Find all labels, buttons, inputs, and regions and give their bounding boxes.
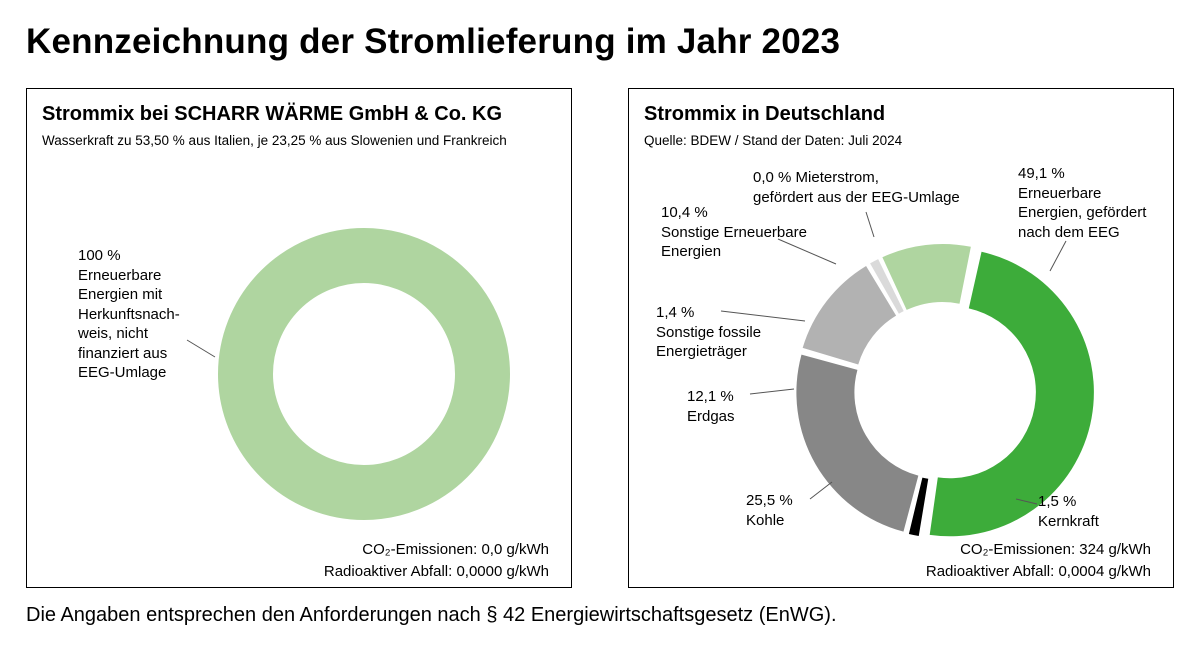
leader-line — [865, 211, 875, 238]
leader-line — [749, 388, 795, 395]
chart-panel-germany: Strommix in Deutschland Quelle: BDEW / S… — [628, 88, 1174, 588]
donut-slice — [802, 265, 897, 365]
leader-line — [809, 481, 833, 500]
slice-label-tenant-power: 0,0 % Mieterstrom, gefördert aus der EEG… — [753, 169, 960, 206]
leader-line — [777, 238, 837, 265]
donut-slice — [870, 259, 904, 314]
donut-chart-company — [186, 228, 510, 520]
donut-slice — [796, 354, 919, 532]
donut-slice — [929, 251, 1094, 537]
slice-label-other-renewable: 10,4 % Sonstige Erneuerbare Energien — [661, 204, 807, 260]
donut-slice — [908, 477, 929, 536]
co2-emissions: CO₂-Emissionen: 0,0 g/kWh — [362, 541, 549, 558]
chart-title: Strommix bei SCHARR WÄRME GmbH & Co. KG — [42, 103, 503, 125]
chart-subtitle: Wasserkraft zu 53,50 % aus Italien, je 2… — [42, 133, 507, 148]
page-title: Kennzeichnung der Stromlieferung im Jahr… — [26, 22, 841, 61]
co2-emissions: CO₂-Emissionen: 324 g/kWh — [960, 541, 1151, 558]
chart-subtitle: Quelle: BDEW / Stand der Daten: Juli 202… — [644, 133, 903, 148]
footnote: Die Angaben entsprechen den Anforderunge… — [26, 604, 837, 626]
slice-label-nuclear: 1,5 % Kernkraft — [1038, 493, 1099, 530]
donut-slice — [882, 244, 971, 310]
slice-label-other-fossil: 1,4 % Sonstige fossile Energieträger — [656, 304, 762, 360]
donut-slice — [218, 228, 510, 520]
radioactive-waste: Radioaktiver Abfall: 0,0004 g/kWh — [925, 563, 1151, 580]
slice-label: 100 % Erneuerbare Energien mit Herkunfts… — [78, 247, 180, 381]
radioactive-waste: Radioaktiver Abfall: 0,0000 g/kWh — [323, 563, 549, 580]
slice-label-gas: 12,1 % Erdgas — [687, 388, 735, 425]
chart-panel-company: Strommix bei SCHARR WÄRME GmbH & Co. KG … — [26, 88, 572, 588]
slice-label-coal: 25,5 % Kohle — [746, 492, 793, 529]
leader-line — [186, 339, 216, 358]
chart-title: Strommix in Deutschland — [644, 103, 886, 125]
donut-chart-germany — [720, 211, 1094, 537]
slice-label-renewable-eeg: 49,1 % Erneuerbare Energien, gefördert n… — [1018, 165, 1147, 241]
leader-line — [1049, 240, 1067, 272]
leader-line — [1015, 498, 1038, 505]
leader-line — [720, 310, 806, 322]
